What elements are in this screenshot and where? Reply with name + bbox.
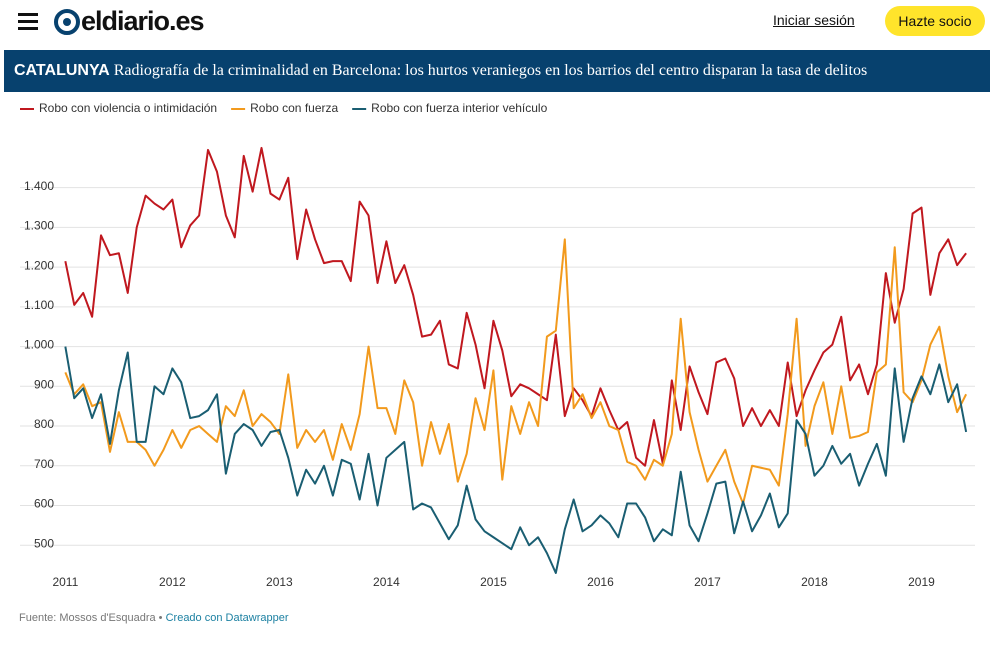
y-tick-label: 1.100 [24,298,54,312]
x-tick-label: 2012 [159,575,186,589]
legend-label: Robo con fuerza interior vehículo [371,101,547,115]
section: CATALUNYA [14,62,110,79]
headline-banner[interactable]: CATALUNYA Radiografía de la criminalidad … [4,50,990,92]
x-tick-label: 2014 [373,575,400,589]
site-header: eldiario.es Iniciar sesión Hazte socio [0,0,994,46]
x-tick-label: 2017 [694,575,721,589]
y-tick-label: 700 [34,457,54,471]
y-tick-label: 1.300 [24,219,54,233]
y-tick-label: 1.200 [24,258,54,272]
y-tick-label: 1.000 [24,338,54,352]
logo-text: eldiario.es [81,6,205,36]
y-tick-label: 800 [34,417,54,431]
legend-label: Robo con violencia o intimidación [39,101,217,115]
menu-button[interactable] [18,13,38,34]
footer: Fuente: Mossos d'Esquadra • Creado con D… [19,612,289,624]
source: Fuente: Mossos d'Esquadra • [19,612,163,624]
chart: Robo con violencia o intimidación Robo co… [20,101,975,589]
series-line [64,346,968,575]
login-link[interactable]: Iniciar sesión [773,12,855,28]
y-tick-label: 600 [34,497,54,511]
legend-label: Robo con fuerza [250,101,338,115]
x-tick-label: 2013 [266,575,293,589]
x-tick-label: 2019 [908,575,935,589]
y-tick-label: 1.400 [24,179,54,193]
subscribe-button[interactable]: Hazte socio [885,6,985,36]
x-tick-label: 2018 [801,575,828,589]
y-tick-label: 500 [34,536,54,550]
headline: Radiografía de la criminalidad en Barcel… [113,62,868,79]
series-line [64,146,967,467]
series-line [64,238,968,505]
credit-link[interactable]: Creado con Datawrapper [165,612,289,624]
logo-icon [54,8,80,35]
x-tick-label: 2015 [480,575,507,589]
y-tick-label: 900 [34,377,54,391]
x-tick-label: 2016 [587,575,614,589]
logo[interactable]: eldiario.es [54,6,205,37]
x-tick-label: 2011 [52,575,78,589]
